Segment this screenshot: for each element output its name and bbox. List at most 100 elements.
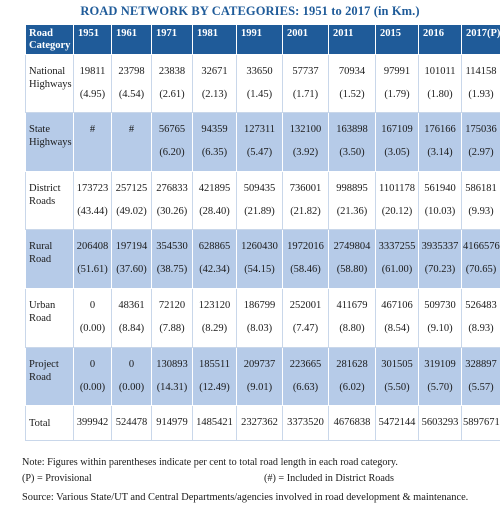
table-cell: 173723 (43.44)	[73, 171, 112, 230]
total-cell: 4676838	[328, 405, 376, 441]
row-category: Urban Road	[25, 288, 74, 348]
table-cell: 354530 (38.75)	[151, 229, 193, 289]
cell-value: 130893	[156, 359, 188, 370]
table-cell: 72120 (7.88)	[151, 288, 193, 348]
cell-value: 206408	[76, 241, 109, 252]
table-cell: 257125 (49.02)	[111, 171, 152, 230]
cell-value: 4166576	[463, 241, 500, 252]
cell-value: 123120	[198, 300, 231, 311]
column-header-year: 1991	[236, 24, 283, 55]
row-category-label: Project Road	[29, 359, 59, 383]
table-cell: 3337255 (61.00)	[375, 229, 419, 289]
cell-percent: (21.36)	[336, 206, 368, 217]
table-cell: 0 (0.00)	[111, 347, 152, 406]
cell-value: 48361	[118, 300, 145, 311]
row-category: National Highways	[25, 54, 74, 113]
cell-percent: (4.54)	[118, 89, 145, 100]
column-header-year: 2001	[282, 24, 329, 55]
table-row: Project Road 0 (0.00) 0 (0.00) 130893 (14.31) 1…	[25, 347, 500, 406]
row-category: District Roads	[25, 171, 74, 230]
cell-percent: (2.13)	[201, 89, 228, 100]
table-cell: 1260430 (54.15)	[236, 229, 283, 289]
cell-value: 526483	[465, 300, 497, 311]
cell-percent: (14.31)	[156, 382, 188, 393]
table-cell: 175036 (2.97)	[461, 112, 500, 172]
total-row: Total 399942 524478 914979 1485421 2327362 337…	[25, 405, 500, 441]
cell-value: 114158	[465, 66, 497, 77]
cell-value: 97991	[383, 66, 411, 77]
table-cell: 586181 (9.93)	[461, 171, 500, 230]
total-cell: 3373520	[282, 405, 329, 441]
cell-percent: (49.02)	[116, 206, 147, 217]
cell-value: 2749804	[333, 241, 371, 252]
cell-percent: (3.14)	[427, 147, 453, 158]
cell-percent: (28.40)	[199, 206, 230, 217]
total-cell: 914979	[151, 405, 193, 441]
table-cell: 0 (0.00)	[73, 288, 112, 348]
cell-percent: (1.71)	[292, 89, 319, 100]
table-cell: 70934 (1.52)	[328, 54, 376, 113]
table-cell: 206408 (51.61)	[73, 229, 112, 289]
cell-percent: (0.00)	[79, 323, 106, 334]
table-cell: 301505 (5.50)	[375, 347, 419, 406]
cell-value: 467106	[381, 300, 413, 311]
cell-value: 257125	[115, 183, 148, 194]
total-cell: 2327362	[236, 405, 283, 441]
table-cell: 736001 (21.82)	[282, 171, 329, 230]
table-cell: 32671 (2.13)	[192, 54, 237, 113]
cell-percent: (5.50)	[384, 382, 410, 393]
cell-value: 301505	[381, 359, 413, 370]
table-cell: 127311 (5.47)	[236, 112, 283, 172]
cell-percent: (38.75)	[156, 264, 188, 275]
cell-percent: (8.80)	[339, 323, 365, 334]
table-cell: 1101178 (20.12)	[375, 171, 419, 230]
cell-value: 127311	[243, 124, 276, 135]
cell-value: #	[89, 124, 96, 135]
cell-percent: (2.97)	[468, 147, 494, 158]
cell-percent: (1.93)	[468, 89, 494, 100]
cell-percent: (12.49)	[199, 382, 230, 393]
table-cell: 1972016 (58.46)	[282, 229, 329, 289]
cell-value: 23798	[118, 66, 145, 77]
cell-percent: (8.54)	[384, 323, 410, 334]
table-cell: #	[73, 112, 112, 172]
cell-percent: (8.93)	[468, 323, 494, 334]
cell-percent: (6.63)	[292, 382, 319, 393]
table-cell: #	[111, 112, 152, 172]
cell-percent: (0.00)	[79, 382, 106, 393]
total-cell: 399942	[73, 405, 112, 441]
cell-percent: (3.50)	[339, 147, 365, 158]
cell-value: 276833	[156, 183, 188, 194]
footnote-percent: Note: Figures within parentheses indicat…	[22, 457, 398, 468]
footnote-legend: (P) = Provisional (#) = Included in Dist…	[22, 472, 492, 486]
cell-percent: (9.93)	[468, 206, 494, 217]
cell-value: 101011	[424, 66, 456, 77]
table-cell: 97991 (1.79)	[375, 54, 419, 113]
table-cell: 328897 (5.57)	[461, 347, 500, 406]
row-category: State Highways	[25, 112, 74, 172]
table-cell: 123120 (8.29)	[192, 288, 237, 348]
column-header-year: 1951	[73, 24, 112, 55]
table-cell: 3935337 (70.23)	[418, 229, 462, 289]
cell-value: 176166	[424, 124, 456, 135]
cell-percent: (6.02)	[339, 382, 365, 393]
table-cell: 509730 (9.10)	[418, 288, 462, 348]
cell-value: 586181	[465, 183, 497, 194]
table-cell: 628865 (42.34)	[192, 229, 237, 289]
cell-value: 3337255	[378, 241, 416, 252]
cell-percent: (5.47)	[246, 147, 273, 158]
cell-value: 175036	[465, 124, 497, 135]
table-cell: 132100 (3.92)	[282, 112, 329, 172]
footnote-provisional: (P) = Provisional	[22, 473, 92, 484]
cell-percent: (6.20)	[159, 147, 185, 158]
cell-value: 56765	[158, 124, 186, 135]
table-cell: 33650 (1.45)	[236, 54, 283, 113]
row-category-label: District Roads	[29, 183, 61, 207]
cell-percent: (8.03)	[246, 323, 273, 334]
cell-percent: (58.46)	[290, 264, 321, 275]
cell-value: 70934	[338, 66, 366, 77]
table-cell: 4166576 (70.65)	[461, 229, 500, 289]
cell-percent: (0.00)	[118, 382, 145, 393]
cell-value: 1972016	[287, 241, 324, 252]
cell-percent: (5.57)	[468, 382, 494, 393]
